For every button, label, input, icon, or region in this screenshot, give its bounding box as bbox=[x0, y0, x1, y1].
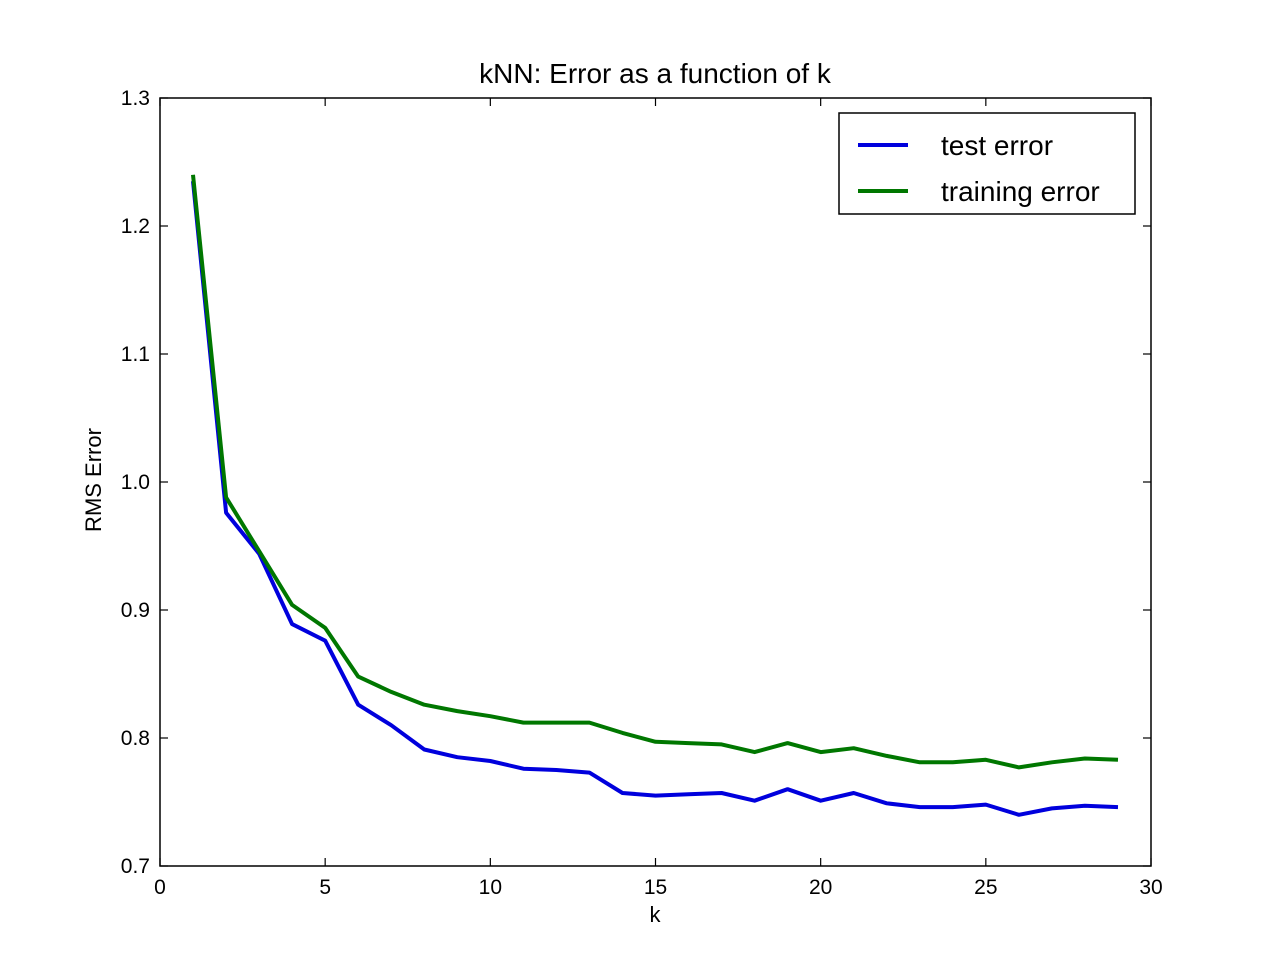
series-lines bbox=[191, 174, 1119, 817]
legend-box bbox=[838, 112, 1136, 215]
y-tick-label: 1.0 bbox=[121, 471, 150, 494]
chart-title: kNN: Error as a function of k bbox=[479, 58, 832, 89]
legend-label-1: test error bbox=[941, 130, 1053, 161]
series-line-1 bbox=[191, 181, 1119, 817]
y-tick-label: 1.2 bbox=[121, 215, 150, 238]
y-axis-label: RMS Error bbox=[81, 428, 106, 532]
y-tick-label: 1.3 bbox=[121, 87, 150, 110]
x-tick-label: 25 bbox=[974, 876, 997, 899]
x-tick-label: 15 bbox=[644, 876, 667, 899]
y-tick-label: 1.1 bbox=[121, 343, 150, 366]
y-tick-label: 0.7 bbox=[121, 855, 150, 878]
y-tick-label: 0.9 bbox=[121, 599, 150, 622]
y-tick-label: 0.8 bbox=[121, 727, 150, 750]
x-axis-label: k bbox=[650, 902, 662, 927]
legend: test error training error bbox=[838, 112, 1136, 215]
x-tick-label: 20 bbox=[809, 876, 832, 899]
series-line-2 bbox=[191, 174, 1119, 770]
x-tick-label: 0 bbox=[154, 876, 166, 899]
x-tick-label: 30 bbox=[1139, 876, 1162, 899]
x-tick-label: 5 bbox=[319, 876, 331, 899]
x-axis: 0 5 10 15 20 25 30 bbox=[154, 98, 1163, 899]
y-axis: 0.7 0.8 0.9 1.0 1.1 1.2 1.3 bbox=[121, 87, 1151, 878]
legend-label-2: training error bbox=[941, 176, 1100, 207]
x-tick-label: 10 bbox=[479, 876, 502, 899]
